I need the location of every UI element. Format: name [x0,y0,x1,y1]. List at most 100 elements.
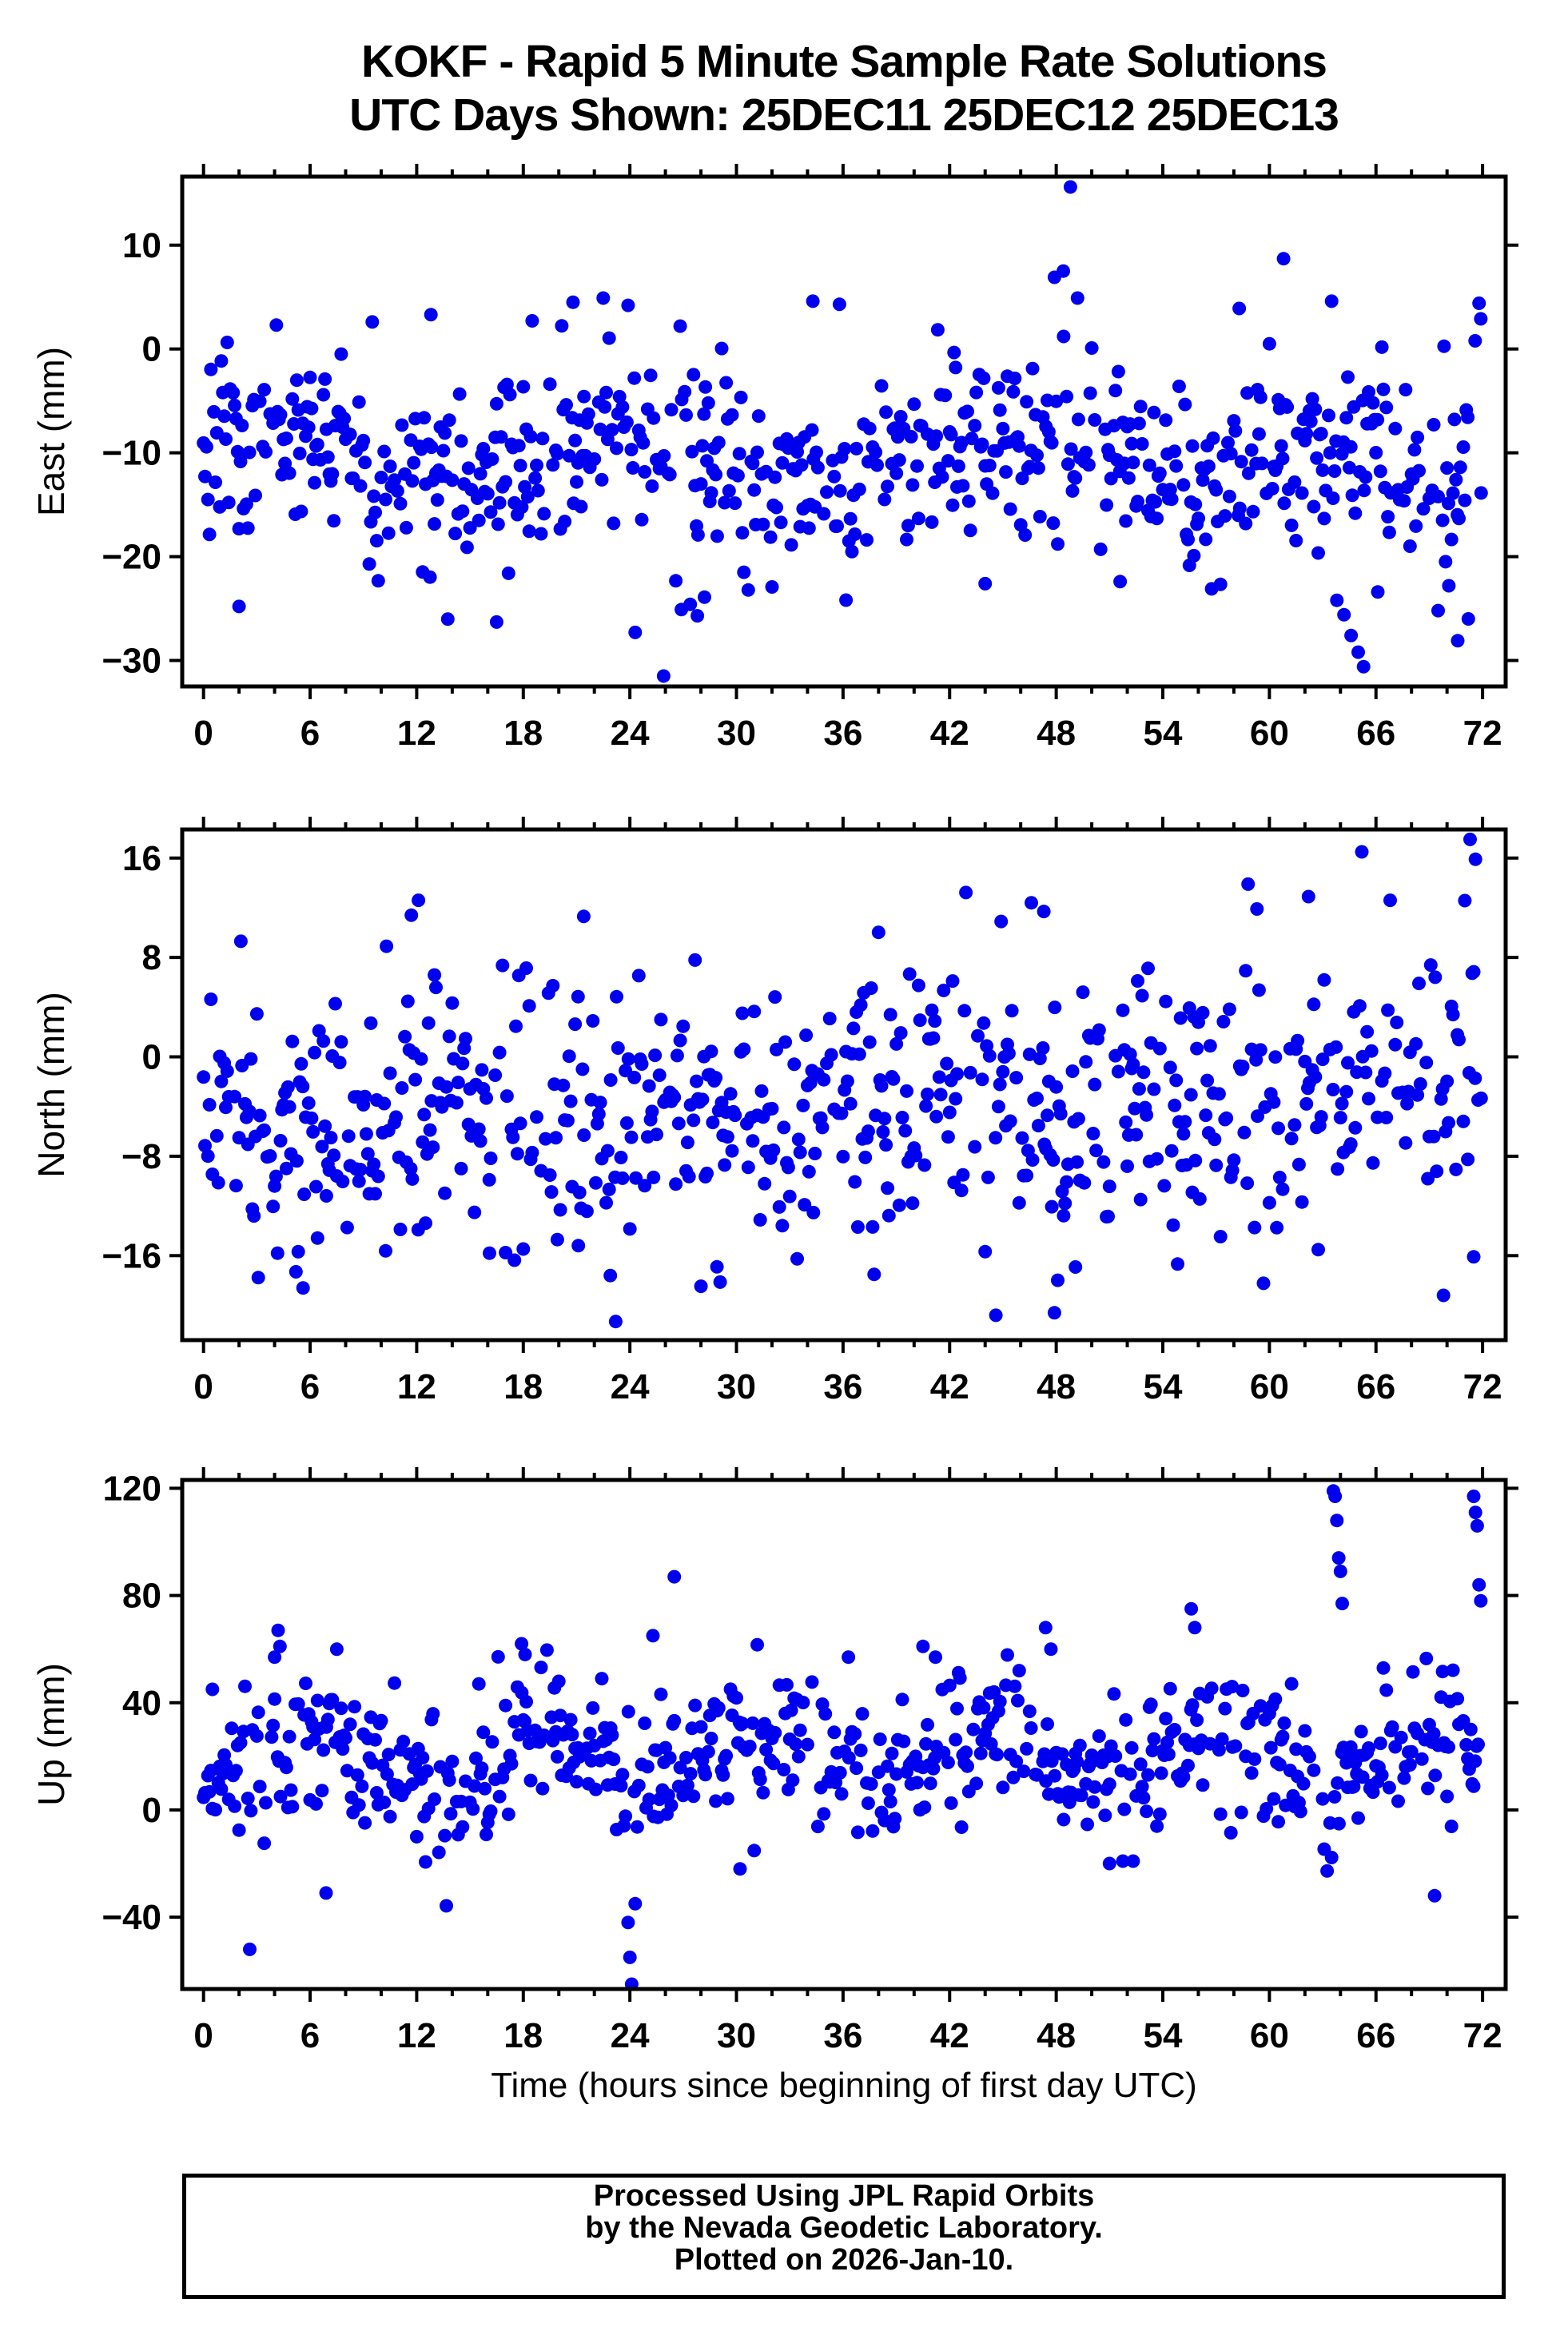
data-point [475,1063,489,1077]
data-point [535,1781,550,1796]
y-tick-label: 0 [142,330,161,369]
data-point [1140,1108,1154,1122]
y-tick-label: −30 [101,642,161,681]
data-point [570,475,583,489]
data-point [719,376,734,390]
data-point [499,1698,513,1713]
data-point [1178,1115,1192,1129]
data-point [607,1752,621,1767]
data-point [399,520,413,535]
data-point [1421,1172,1435,1186]
data-point [822,1012,837,1026]
data-point [228,1089,242,1104]
data-point [579,1204,594,1219]
data-point [424,308,438,322]
data-point [1012,1195,1026,1210]
data-point [1065,483,1080,498]
data-point [1145,1744,1160,1758]
data-point [1100,498,1114,512]
data-point [273,408,288,422]
data-point [456,504,470,519]
data-point [1192,511,1205,526]
data-point [1442,1740,1455,1754]
data-point [488,1068,503,1082]
data-point [602,331,616,345]
data-point [551,1674,566,1689]
data-point [848,527,862,541]
data-point [686,1113,701,1128]
data-point [614,1151,628,1164]
data-point [1324,294,1339,308]
data-point [442,1773,456,1787]
data-point [883,1008,897,1022]
data-point [473,1134,488,1148]
data-point [553,1709,567,1723]
data-point [459,1032,472,1046]
data-point [709,1071,723,1085]
data-point [1086,1127,1100,1140]
data-point [1470,1518,1484,1533]
data-point [1431,489,1445,503]
data-point [777,1120,791,1135]
data-point [308,475,322,490]
data-point [1129,1128,1144,1142]
data-point [1305,392,1319,406]
data-point [566,295,580,309]
data-point [1404,1744,1419,1759]
x-tick-label: 18 [503,1367,543,1406]
data-point [1311,1243,1325,1257]
data-point [679,408,693,422]
data-point [1461,1152,1475,1167]
data-point [568,433,583,448]
data-point [975,437,989,451]
data-point [310,437,324,451]
data-point [1212,1087,1226,1101]
data-point [513,1116,527,1131]
data-point [1348,1120,1363,1135]
data-point [1199,532,1213,547]
data-point [777,1763,791,1776]
data-point [334,1035,348,1049]
data-point [528,471,543,485]
data-point [1347,1780,1361,1794]
data-point [550,447,564,461]
data-point [695,1092,710,1107]
data-point [221,495,236,510]
data-point [1020,395,1034,409]
data-point [1397,1771,1411,1785]
data-point [1187,548,1201,563]
data-point [460,540,474,555]
data-point [911,511,925,526]
data-point [794,458,809,472]
data-point [1150,511,1164,526]
data-point [417,1108,432,1122]
data-point [334,1701,348,1716]
data-point [1379,1683,1394,1697]
data-point [685,444,699,459]
data-point [309,1796,323,1811]
data-point [1315,1052,1330,1067]
data-point [615,400,630,414]
data-point [1221,436,1235,450]
data-point [507,1253,522,1267]
data-point [205,1682,220,1697]
data-point [1295,486,1309,500]
data-point [197,1070,211,1084]
data-point [1047,270,1061,284]
data-point [650,1128,663,1142]
data-point [420,1764,434,1778]
data-point [1051,537,1065,551]
data-point [1359,470,1373,484]
data-point [368,1187,382,1201]
data-point [605,1728,619,1742]
data-point [864,1777,878,1791]
data-point [504,1756,519,1771]
data-point [530,1110,543,1124]
data-point [1265,482,1279,495]
data-point [698,1768,713,1782]
data-point [491,517,505,531]
data-point [1213,1807,1228,1821]
data-point [257,1836,272,1851]
data-point [296,1281,310,1295]
data-point [428,517,442,531]
